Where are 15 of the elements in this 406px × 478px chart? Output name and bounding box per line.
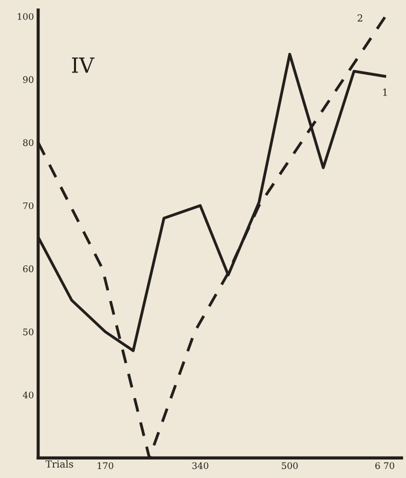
annotation: IV (72, 58, 94, 73)
y-tick-label: 50 (23, 328, 34, 336)
x-tick-label: 6 70 (375, 462, 394, 470)
x-axis-title: Trials (46, 460, 74, 468)
y-tick-label: 70 (23, 202, 34, 210)
y-tick-label: 80 (23, 139, 34, 146)
series-label: 2 (358, 14, 362, 22)
x-tick-label: 340 (192, 462, 208, 470)
y-tick-label: 60 (23, 265, 34, 272)
x-tick-label: 500 (282, 462, 298, 470)
x-tick-label: 170 (98, 462, 114, 470)
series-label: 1 (383, 88, 387, 96)
y-tick-label: 40 (22, 392, 34, 398)
y-tick-label: 90 (23, 76, 34, 83)
y-tick-label: 100 (18, 13, 34, 20)
